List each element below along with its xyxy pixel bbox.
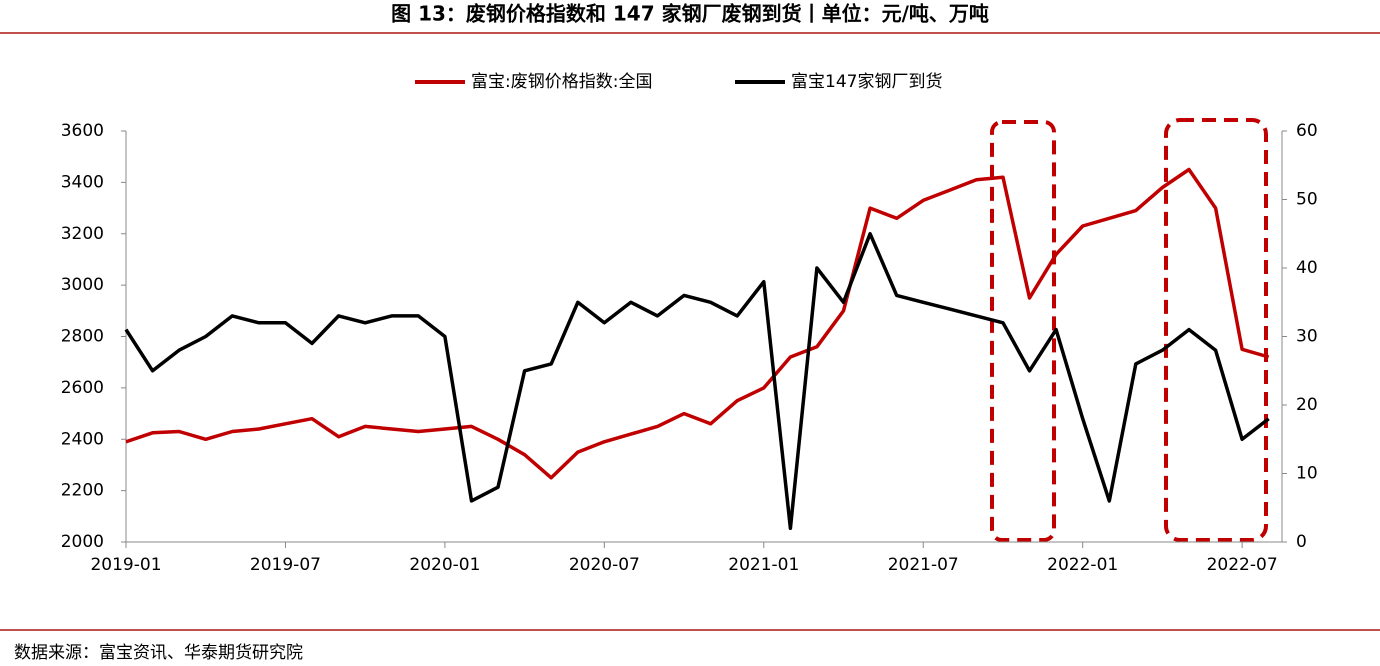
y2-tick-label: 10 (1296, 464, 1318, 484)
y2-tick-label: 30 (1296, 327, 1318, 347)
y-tick-label: 3600 (61, 121, 104, 141)
x-tick-label: 2020-07 (569, 555, 640, 575)
series-line (125, 167, 1270, 480)
y2-tick-label: 60 (1296, 121, 1318, 141)
y2-tick-label: 50 (1296, 190, 1318, 210)
y-tick-label: 3000 (61, 275, 104, 295)
y-tick-label: 3200 (61, 224, 104, 244)
x-tick-label: 2019-07 (250, 555, 321, 575)
y-tick-label: 2200 (61, 481, 104, 501)
x-tick-label: 2020-01 (409, 555, 480, 575)
chart-title: 图 13：废钢价格指数和 147 家钢厂废钢到货丨单位：元/吨、万吨 (391, 2, 989, 26)
y-tick-label: 3400 (61, 172, 104, 192)
y-tick-label: 2800 (61, 327, 104, 347)
y-tick-label: 2600 (61, 378, 104, 398)
x-tick-label: 2021-07 (888, 555, 959, 575)
highlight-box (990, 120, 1056, 542)
x-tick-label: 2019-01 (90, 555, 161, 575)
highlight-box (1164, 118, 1268, 542)
y2-tick-label: 40 (1296, 258, 1318, 278)
y2-tick-label: 20 (1296, 395, 1318, 415)
highlight-boxes (990, 118, 1268, 542)
y-tick-label: 2000 (61, 532, 104, 552)
legend-label: 富宝147家钢厂到货 (791, 72, 942, 92)
source: 数据来源：富宝资讯、华泰期货研究院 (14, 643, 303, 663)
y2-tick-label: 0 (1296, 532, 1307, 552)
series-line (124, 232, 1270, 531)
x-tick-label: 2022-01 (1047, 555, 1118, 575)
y-tick-label: 2400 (61, 429, 104, 449)
x-tick-label: 2021-01 (728, 555, 799, 575)
legend-label: 富宝:废钢价格指数:全国 (471, 72, 652, 92)
x-tick-label: 2022-07 (1207, 555, 1278, 575)
